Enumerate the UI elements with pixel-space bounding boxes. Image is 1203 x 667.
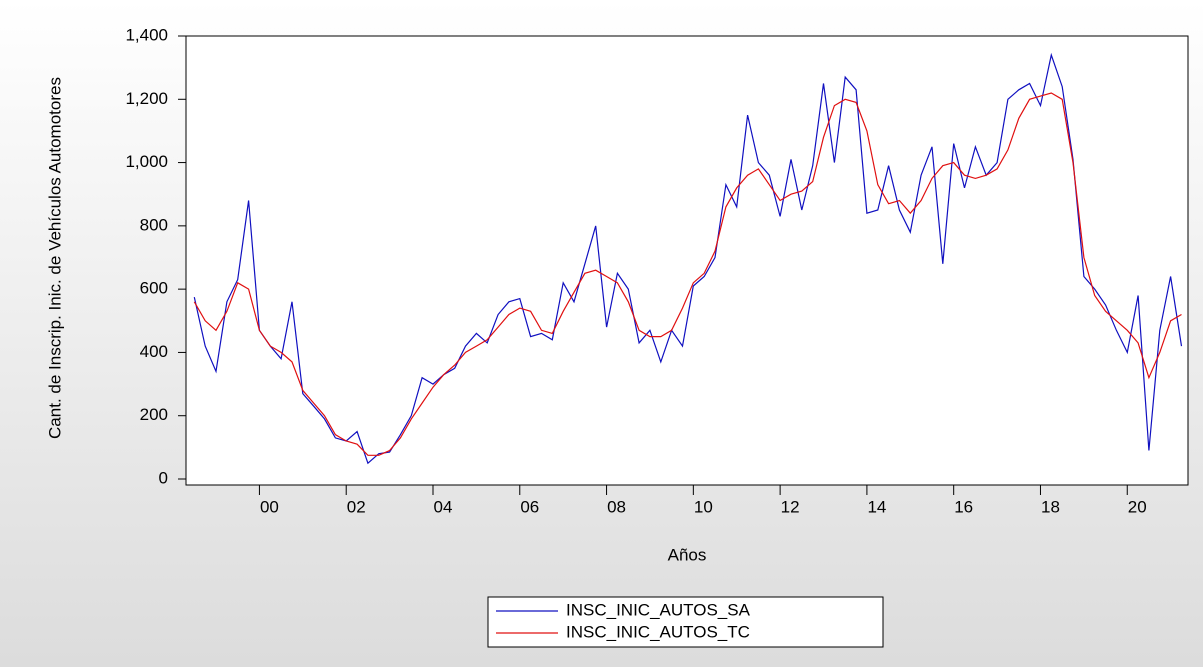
y-axis-label: Cant. de Inscrip. Inic. de Vehículos Aut… bbox=[45, 77, 64, 439]
x-tick-label: 16 bbox=[954, 497, 973, 516]
x-tick-label: 00 bbox=[260, 497, 279, 516]
legend-label: INSC_INIC_AUTOS_SA bbox=[566, 600, 751, 619]
x-tick-label: 02 bbox=[347, 497, 366, 516]
legend-label: INSC_INIC_AUTOS_TC bbox=[566, 622, 750, 641]
y-tick-label: 200 bbox=[140, 405, 168, 424]
x-axis-label: Años bbox=[668, 545, 707, 564]
legend bbox=[487, 596, 884, 648]
x-tick-label: 04 bbox=[434, 497, 453, 516]
y-tick-label: 400 bbox=[140, 342, 168, 361]
y-tick-label: 0 bbox=[159, 468, 168, 487]
y-tick-label: 1,400 bbox=[125, 25, 168, 44]
x-tick-label: 12 bbox=[781, 497, 800, 516]
x-tick-label: 08 bbox=[607, 497, 626, 516]
plot-frame bbox=[185, 35, 1189, 486]
y-tick-label: 1,200 bbox=[125, 89, 168, 108]
x-tick-label: 14 bbox=[867, 497, 886, 516]
x-tick-label: 18 bbox=[1041, 497, 1060, 516]
x-tick-label: 06 bbox=[520, 497, 539, 516]
series-line bbox=[193, 92, 1182, 456]
y-tick-label: 800 bbox=[140, 215, 168, 234]
y-tick-label: 1,000 bbox=[125, 152, 168, 171]
series-line bbox=[193, 52, 1183, 465]
y-tick-label: 600 bbox=[140, 279, 168, 298]
x-tick-label: 20 bbox=[1128, 497, 1147, 516]
x-tick-label: 10 bbox=[694, 497, 713, 516]
